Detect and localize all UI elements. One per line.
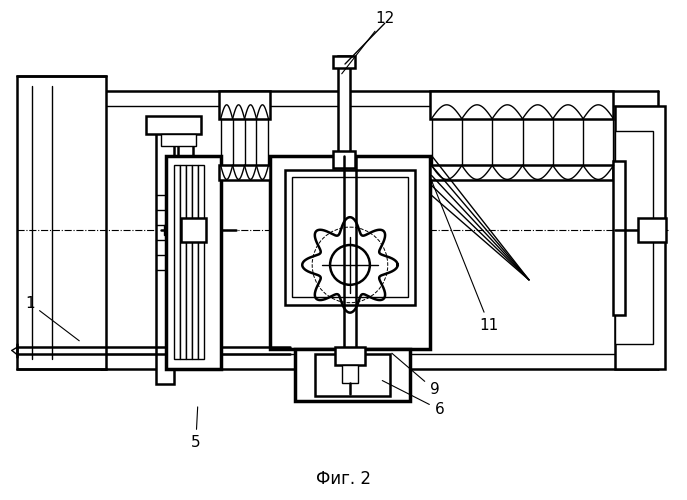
Bar [335,348,365,366]
Bar [616,106,665,370]
Bar [218,91,271,118]
Text: 11: 11 [431,178,499,332]
Bar [315,354,390,396]
Bar [178,136,193,370]
Bar [333,150,355,168]
Bar [156,120,174,384]
Bar [613,160,625,314]
Bar [292,178,407,296]
Text: Фиг. 2: Фиг. 2 [315,470,370,488]
Bar [193,222,211,238]
Bar [198,166,204,360]
Bar [146,116,201,134]
Bar [166,156,221,370]
Bar [429,166,613,180]
Bar [164,225,194,235]
Bar [338,56,350,160]
Text: 9: 9 [392,353,440,397]
Text: 5: 5 [191,407,201,450]
Bar [181,218,206,242]
Bar [16,76,106,370]
Bar [186,166,192,360]
Bar [429,91,613,118]
Bar [616,130,653,344]
Bar [192,166,198,360]
Bar [161,134,196,145]
Bar [285,170,414,304]
Bar [295,350,409,401]
Bar [218,166,271,180]
Bar [180,166,186,360]
Text: 12: 12 [341,12,394,74]
Bar [271,156,429,350]
Text: 1: 1 [25,296,79,341]
Bar [342,366,358,384]
Text: 6: 6 [382,380,444,417]
Bar [333,56,355,68]
Bar [638,218,666,242]
Bar [174,166,180,360]
